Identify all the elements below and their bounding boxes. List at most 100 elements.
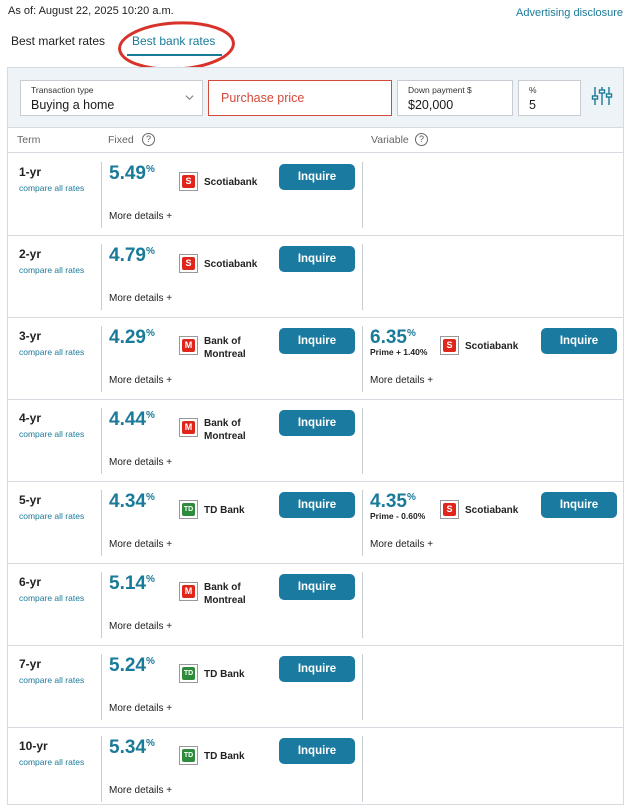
rate-tabs: Best market rates Best bank rates — [0, 26, 627, 56]
logo-mark: S — [443, 503, 456, 516]
fixed-rate-value: 4.44 — [109, 409, 146, 430]
compare-all-rates-link[interactable]: compare all rates — [19, 675, 85, 685]
table-row: 5-yr compare all rates 4.34% TD TD Bank Inqui… — [8, 482, 623, 564]
inquire-button[interactable]: Inquire — [279, 164, 355, 190]
down-payment-percent-input[interactable]: % 5 — [518, 80, 581, 116]
term-label: 10-yr — [19, 739, 48, 753]
variable-help-icon[interactable]: ? — [415, 133, 428, 146]
fixed-rate-value: 4.29 — [109, 327, 146, 348]
bmo-logo-icon: M — [179, 336, 198, 355]
fixed-divider — [101, 572, 102, 638]
variable-divider — [362, 736, 363, 802]
fixed-rate: 5.34% — [109, 737, 155, 759]
table-row: 10-yr compare all rates 5.34% TD TD Bank Inqu… — [8, 728, 623, 807]
prime-offset: Prime - 0.60% — [370, 511, 426, 521]
more-details-link[interactable]: More details + — [109, 703, 173, 714]
down-payment-label: Down payment $ — [408, 85, 472, 95]
compare-all-rates-link[interactable]: compare all rates — [19, 347, 85, 357]
inquire-button[interactable]: Inquire — [541, 492, 617, 518]
bank-name: Scotiabank — [465, 505, 519, 516]
percent-sign: % — [145, 574, 155, 585]
down-payment-value: $20,000 — [408, 98, 454, 112]
more-details-link[interactable]: More details + — [109, 211, 173, 222]
fixed-divider — [101, 654, 102, 720]
inquire-button[interactable]: Inquire — [279, 492, 355, 518]
compare-all-rates-link[interactable]: compare all rates — [19, 757, 85, 767]
logo-mark: TD — [182, 749, 195, 762]
fixed-divider — [101, 408, 102, 474]
more-details-link[interactable]: More details + — [109, 293, 173, 304]
logo-mark: M — [182, 421, 195, 434]
term-label: 6-yr — [19, 575, 42, 589]
bank-name-line2: Montreal — [204, 595, 246, 606]
percent-sign: % — [145, 164, 155, 175]
more-details-link[interactable]: More details + — [109, 375, 173, 386]
variable-divider — [362, 244, 363, 310]
bank-name: Scotiabank — [465, 341, 519, 352]
transaction-type-select[interactable]: Transaction type Buying a home — [20, 80, 203, 116]
more-details-link[interactable]: More details + — [370, 375, 434, 386]
inquire-button[interactable]: Inquire — [541, 328, 617, 354]
compare-all-rates-link[interactable]: compare all rates — [19, 593, 85, 603]
inquire-button[interactable]: Inquire — [279, 574, 355, 600]
variable-rate-value: 6.35 — [370, 327, 407, 348]
more-details-link[interactable]: More details + — [109, 785, 173, 796]
bank-name: Scotiabank — [204, 259, 258, 270]
logo-mark: S — [443, 339, 456, 352]
fixed-rate-value: 5.24 — [109, 655, 146, 676]
compare-all-rates-link[interactable]: compare all rates — [19, 511, 85, 521]
logo-mark: S — [182, 175, 195, 188]
top-bar: As of: August 22, 2025 10:20 a.m. Advert… — [0, 0, 627, 22]
fixed-divider — [101, 490, 102, 556]
table-row: 1-yr compare all rates 5.49% S Scotiabank Inq… — [8, 154, 623, 236]
column-header: Term Fixed ? Variable ? — [8, 128, 623, 153]
variable-rate: 4.35% — [370, 491, 416, 513]
scotiabank-logo-icon: S — [179, 254, 198, 273]
variable-divider — [362, 162, 363, 228]
bank-name: TD Bank — [204, 751, 245, 762]
inquire-button[interactable]: Inquire — [279, 246, 355, 272]
logo-mark: M — [182, 339, 195, 352]
td-logo-icon: TD — [179, 746, 198, 765]
more-details-link[interactable]: More details + — [370, 539, 434, 550]
td-logo-icon: TD — [179, 664, 198, 683]
term-label: 4-yr — [19, 411, 42, 425]
advertising-disclosure-link[interactable]: Advertising disclosure — [516, 7, 623, 19]
fixed-rate: 5.49% — [109, 163, 155, 185]
more-details-link[interactable]: More details + — [109, 457, 173, 468]
term-label: 7-yr — [19, 657, 42, 671]
compare-all-rates-link[interactable]: compare all rates — [19, 183, 85, 193]
tab-best-bank-rates[interactable]: Best bank rates — [132, 34, 216, 48]
percent-label: % — [529, 85, 537, 95]
sliders-filter-icon[interactable] — [591, 84, 613, 108]
fixed-help-icon[interactable]: ? — [142, 133, 155, 146]
more-details-link[interactable]: More details + — [109, 621, 173, 632]
bank-name: Bank of Montreal — [204, 335, 246, 361]
term-label: 1-yr — [19, 165, 42, 179]
filter-bar: Transaction type Buying a home Purchase … — [8, 68, 623, 128]
percent-sign: % — [145, 246, 155, 257]
compare-all-rates-link[interactable]: compare all rates — [19, 429, 85, 439]
as-of-timestamp: As of: August 22, 2025 10:20 a.m. — [8, 5, 174, 17]
purchase-price-input[interactable]: Purchase price — [208, 80, 392, 116]
percent-value: 5 — [529, 98, 536, 112]
bank-name: TD Bank — [204, 669, 245, 680]
annotation-circle — [118, 21, 235, 71]
tab-best-market-rates[interactable]: Best market rates — [11, 34, 106, 48]
table-row: 7-yr compare all rates 5.24% TD TD Bank Inqui… — [8, 646, 623, 728]
inquire-button[interactable]: Inquire — [279, 738, 355, 764]
inquire-button[interactable]: Inquire — [279, 328, 355, 354]
bank-name-line1: Bank of — [204, 582, 241, 593]
inquire-button[interactable]: Inquire — [279, 656, 355, 682]
compare-all-rates-link[interactable]: compare all rates — [19, 265, 85, 275]
more-details-link[interactable]: More details + — [109, 539, 173, 550]
percent-sign: % — [406, 328, 416, 339]
active-tab-indicator — [127, 54, 222, 56]
fixed-rate-value: 4.79 — [109, 245, 146, 266]
percent-sign: % — [145, 328, 155, 339]
inquire-button[interactable]: Inquire — [279, 410, 355, 436]
down-payment-input[interactable]: Down payment $ $20,000 — [397, 80, 513, 116]
percent-sign: % — [145, 656, 155, 667]
scotiabank-logo-icon: S — [440, 336, 459, 355]
fixed-rate: 4.79% — [109, 245, 155, 267]
